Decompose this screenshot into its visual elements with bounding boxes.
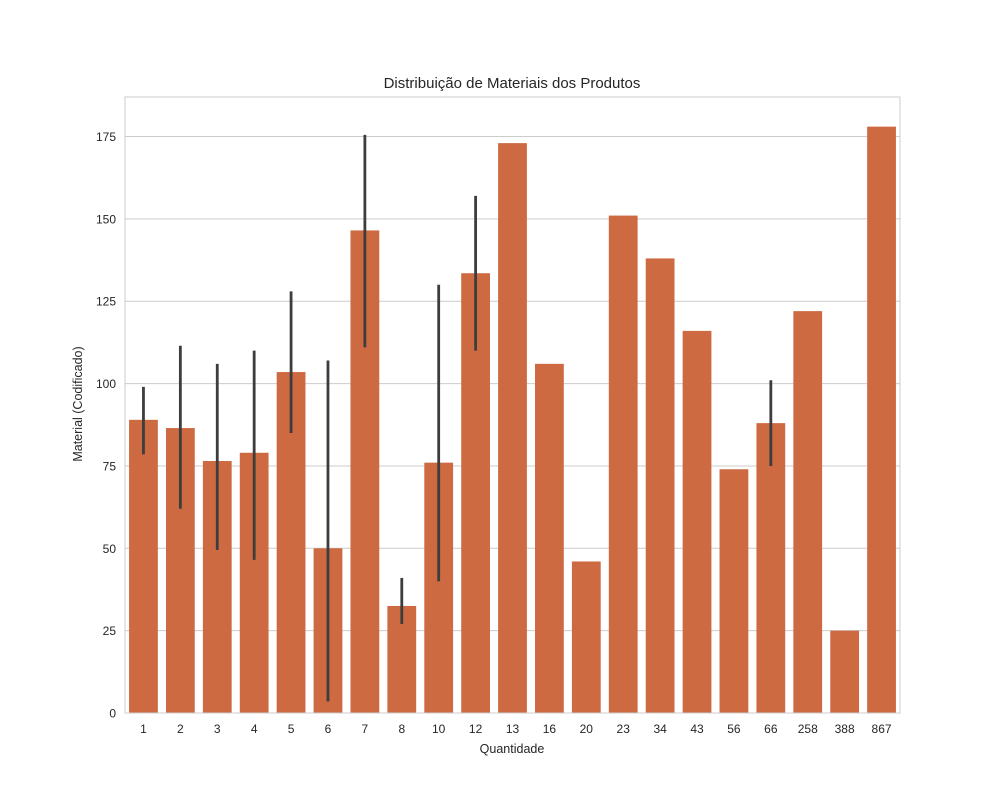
bar [719, 469, 749, 713]
y-axis-label: Material (Codificado) [71, 346, 85, 461]
y-tick-label: 125 [96, 295, 116, 309]
x-tick-label: 43 [690, 722, 704, 736]
x-tick-label: 23 [617, 722, 631, 736]
x-tick-label: 258 [798, 722, 818, 736]
x-tick-label: 66 [764, 722, 778, 736]
x-tick-label: 1 [140, 722, 147, 736]
x-tick-label: 56 [727, 722, 741, 736]
bar [498, 143, 527, 713]
bar [129, 419, 158, 713]
y-tick-label: 50 [103, 542, 117, 556]
bar [830, 630, 860, 713]
bar [682, 330, 712, 713]
y-tick-label: 100 [96, 377, 116, 391]
y-tick-label: 150 [96, 212, 116, 226]
x-tick-label: 8 [398, 722, 405, 736]
x-tick-labels: 1 2 3 4 5 6 7 8 10 12 13 16 20 23 34 43 56 66 258 388 867 [140, 722, 892, 736]
bar [571, 561, 601, 713]
bar [756, 423, 786, 713]
y-tick-label: 75 [103, 459, 117, 473]
x-tick-label: 4 [251, 722, 258, 736]
x-tick-label: 12 [469, 722, 483, 736]
bar [608, 215, 638, 713]
x-tick-label: 20 [580, 722, 594, 736]
chart-title: Distribuição de Materiais dos Produtos [384, 75, 641, 92]
bar [793, 311, 823, 713]
x-tick-label: 10 [432, 722, 446, 736]
y-tick-label: 175 [96, 130, 116, 144]
x-tick-label: 16 [543, 722, 557, 736]
plot-frame [124, 96, 901, 714]
bars [129, 126, 896, 714]
x-tick-label: 867 [872, 722, 892, 736]
x-tick-label: 388 [835, 722, 855, 736]
bar [867, 126, 896, 714]
error-bars [142, 134, 773, 702]
bar [535, 363, 564, 713]
x-tick-label: 13 [506, 722, 520, 736]
x-tick-label: 2 [177, 722, 184, 736]
bar [645, 258, 675, 713]
x-tick-label: 3 [214, 722, 221, 736]
x-tick-label: 34 [653, 722, 667, 736]
y-tick-label: 25 [103, 624, 117, 638]
y-tick-label: 0 [109, 707, 116, 721]
x-axis-label: Quantidade [480, 742, 545, 756]
y-tick-labels: 0 25 50 75 100 125 150 175 [96, 130, 116, 720]
x-tick-label: 5 [288, 722, 295, 736]
x-tick-label: 6 [325, 722, 332, 736]
x-tick-label: 7 [362, 722, 369, 736]
